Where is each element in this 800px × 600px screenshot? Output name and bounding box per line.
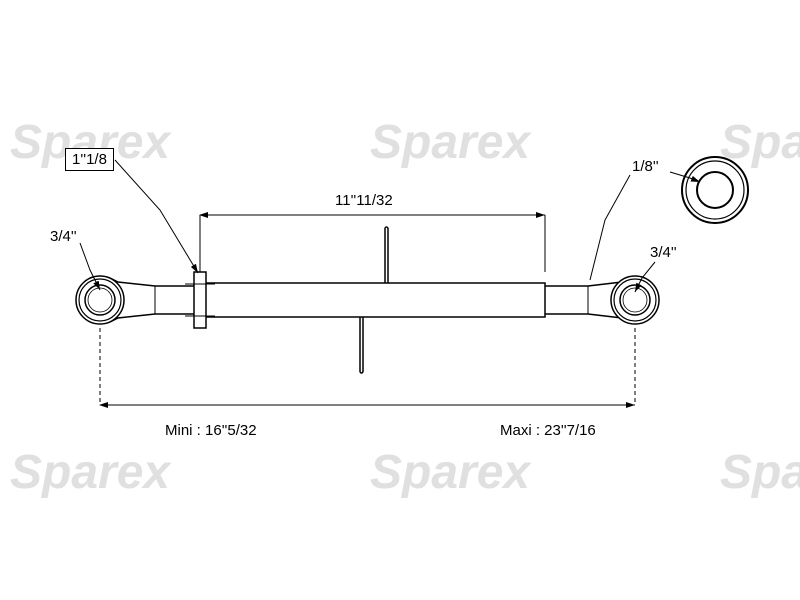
label-collar-diameter: 1''1/8 [65, 148, 114, 171]
label-min-length: Mini : 16''5/32 [165, 422, 257, 439]
label-ball-thickness: 1/8'' [632, 158, 659, 175]
technical-drawing [0, 0, 800, 600]
label-ball-hole-right: 3/4'' [650, 244, 677, 261]
body-tube [200, 283, 545, 317]
ball-hole-right [620, 285, 650, 315]
leader-collar [115, 160, 198, 273]
leader-to-detail [590, 175, 630, 280]
detail-ring-inner [697, 172, 733, 208]
label-max-length: Maxi : 23''7/16 [500, 422, 596, 439]
label-body-length: 11''11/32 [335, 192, 393, 209]
label-ball-hole-left: 3/4'' [50, 228, 77, 245]
collar [194, 272, 206, 328]
